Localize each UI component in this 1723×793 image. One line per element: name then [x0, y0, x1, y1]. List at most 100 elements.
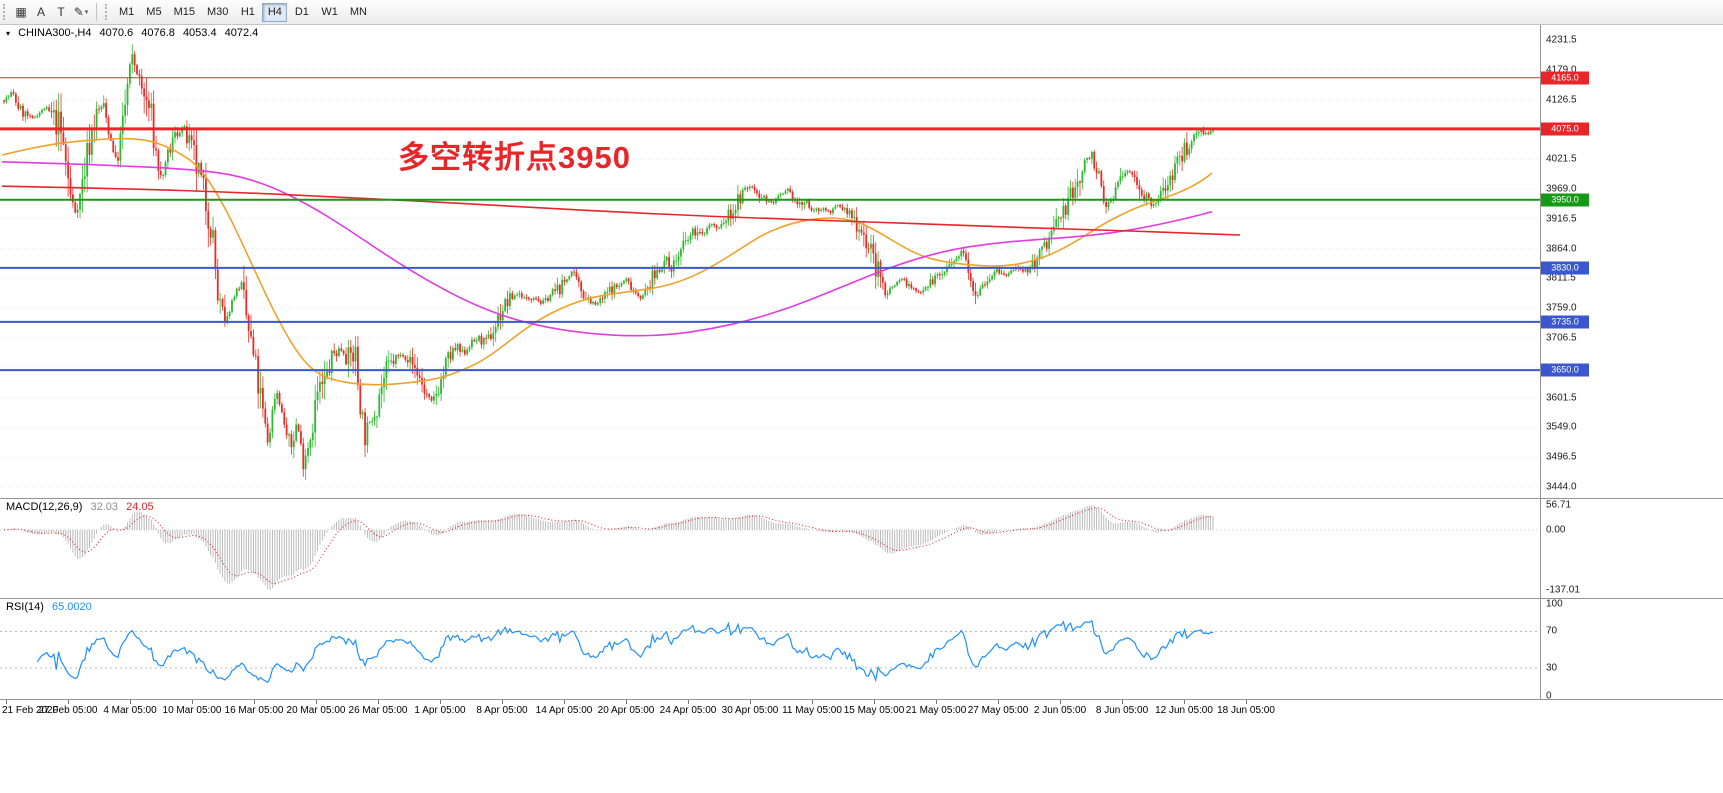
- rsi-axis-label: 70: [1546, 625, 1558, 637]
- timeframe-button-MN[interactable]: MN: [349, 6, 367, 18]
- time-axis-label: 16 Mar 05:00: [224, 705, 284, 716]
- time-axis-tick: [936, 700, 937, 704]
- price-axis-label: 3549.0: [1546, 421, 1577, 433]
- timeframe-button-M1[interactable]: M1: [119, 6, 135, 18]
- time-axis-tick: [812, 700, 813, 704]
- time-axis-label: 27 Feb 05:00: [38, 705, 98, 716]
- time-axis-label: 11 May 05:00: [782, 705, 842, 716]
- time-axis-tick: [1122, 700, 1123, 704]
- macd-label: MACD(12,26,9): [6, 501, 83, 513]
- macd-main-value: 32.03: [90, 501, 119, 513]
- price-axis-label: 3759.0: [1546, 302, 1577, 314]
- time-axis-label: 12 Jun 05:00: [1155, 705, 1213, 716]
- price-axis-label: 3969.0: [1546, 183, 1577, 195]
- time-axis-label: 18 Jun 05:00: [1217, 705, 1275, 716]
- time-axis-label: 15 May 05:00: [843, 705, 905, 716]
- price-level-badge-3650.0: 3650.0: [1541, 363, 1589, 377]
- chart-header: ▾ CHINA300-,H4 4070.6 4076.8 4053.4 4072…: [6, 27, 263, 39]
- price-axis-label: 3601.5: [1546, 392, 1577, 404]
- price-axis-label: 4021.5: [1546, 153, 1577, 165]
- symbol-period-label: CHINA300-,H4: [18, 27, 92, 39]
- medium-ma-line: [1, 161, 1213, 337]
- price-level-badge-4075.0: 4075.0: [1541, 122, 1589, 136]
- toolbar-grip[interactable]: [3, 4, 6, 20]
- price-axis-label: 4231.5: [1546, 34, 1577, 46]
- fast-ma-line: [1, 137, 1213, 386]
- price-level-badge-3735.0: 3735.0: [1541, 315, 1589, 329]
- price-axis-label: 3916.5: [1546, 213, 1577, 225]
- time-axis-label: 26 Mar 05:00: [348, 705, 408, 716]
- macd-axis-label: 56.71: [1546, 499, 1572, 511]
- collapse-triangle-icon[interactable]: ▾: [6, 29, 11, 38]
- text-tool-icon[interactable]: A: [36, 5, 45, 19]
- time-axis-tick: [192, 700, 193, 704]
- time-axis-tick: [316, 700, 317, 704]
- price-axis-label: 3864.0: [1546, 243, 1577, 255]
- price-axis-label: 4126.5: [1546, 94, 1577, 106]
- rsi-plot[interactable]: [0, 599, 1540, 699]
- price-axis[interactable]: 4231.54179.04126.54074.04021.53969.03916…: [1541, 0, 1723, 716]
- time-axis-tick: [998, 700, 999, 704]
- time-axis-label: 21 Feb 2020: [2, 705, 59, 716]
- rsi-indicator-panel[interactable]: RSI(14) 65.0020: [0, 599, 1723, 700]
- timeframe-button-M5[interactable]: M5: [146, 6, 162, 18]
- macd-axis-label: 0.00: [1546, 524, 1566, 536]
- time-axis-label: 21 May 05:00: [905, 705, 967, 716]
- time-axis-tick: [254, 700, 255, 704]
- ohlc-open-value: 4070.6: [99, 27, 134, 39]
- draw-tool-icon[interactable]: ✎ ▾: [73, 5, 89, 19]
- time-axis-tick: [1184, 700, 1185, 704]
- rsi-axis-label: 100: [1546, 598, 1563, 610]
- macd-indicator-panel[interactable]: MACD(12,26,9) 32.03 24.05: [0, 499, 1723, 599]
- rsi-line: [36, 619, 1214, 684]
- price-axis-label: 3811.5: [1546, 272, 1576, 284]
- time-axis-tick: [378, 700, 379, 704]
- time-axis-label: 27 May 05:00: [967, 705, 1029, 716]
- time-axis-tick: [626, 700, 627, 704]
- timeframe-button-H4[interactable]: H4: [262, 2, 288, 22]
- ohlc-low-value: 4053.4: [182, 27, 217, 39]
- timeframes-group: M1 M5 M15 M30 H1 H4 D1 W1 MN: [113, 2, 373, 22]
- time-axis-label: 20 Apr 05:00: [597, 705, 655, 716]
- rsi-value: 65.0020: [51, 601, 92, 613]
- rsi-axis-label: 0: [1546, 690, 1552, 701]
- time-axis-tick: [130, 700, 131, 704]
- chart-grid-icon[interactable]: ▦: [15, 5, 27, 19]
- timeframe-button-M15[interactable]: M15: [173, 6, 195, 18]
- macd-signal-value: 24.05: [126, 501, 154, 513]
- time-axis-tick: [1246, 700, 1247, 704]
- rsi-header: RSI(14) 65.0020: [6, 601, 97, 613]
- candlestick-plot[interactable]: [0, 25, 1540, 498]
- time-axis[interactable]: 21 Feb 2020 27 Feb 05:00 4 Mar 05:00 10 Mar…: [0, 700, 1723, 716]
- ohlc-close-value: 4072.4: [224, 27, 259, 39]
- drawing-tools-group: ▦ A T ✎ ▾: [11, 2, 91, 22]
- time-axis-label: 14 Apr 05:00: [535, 705, 593, 716]
- toolbar-grip[interactable]: [105, 4, 108, 20]
- text-label-tool-icon[interactable]: T: [57, 5, 65, 19]
- price-axis-separator: [1540, 25, 1541, 700]
- price-axis-label: 3706.5: [1546, 332, 1577, 344]
- dropdown-caret-icon: ▾: [84, 9, 89, 16]
- macd-axis-label: -137.01: [1546, 584, 1580, 596]
- macd-signal-line: [3, 507, 1214, 585]
- price-level-badge-3950.0: 3950.0: [1541, 193, 1589, 207]
- timeframe-button-H1[interactable]: H1: [240, 6, 255, 18]
- time-axis-label: 4 Mar 05:00: [103, 705, 157, 716]
- time-axis-label: 20 Mar 05:00: [286, 705, 346, 716]
- time-axis-tick: [1060, 700, 1061, 704]
- time-axis-label: 10 Mar 05:00: [162, 705, 222, 716]
- time-axis-label: 8 Apr 05:00: [476, 705, 528, 716]
- timeframe-button-M30[interactable]: M30: [206, 6, 229, 18]
- main-chart-panel[interactable]: ▾ CHINA300-,H4 4070.6 4076.8 4053.4 4072…: [0, 25, 1723, 499]
- rsi-axis-label: 30: [1546, 662, 1558, 674]
- price-axis-label: 3444.0: [1546, 481, 1577, 493]
- time-axis-label: 2 Jun 05:00: [1033, 705, 1087, 716]
- chart-annotation-text[interactable]: 多空转折点3950: [398, 140, 631, 175]
- price-axis-label: 4179.0: [1546, 64, 1577, 76]
- time-axis-tick: [502, 700, 503, 704]
- timeframe-button-W1[interactable]: W1: [321, 6, 338, 18]
- macd-plot[interactable]: [0, 499, 1540, 598]
- time-axis-tick: [564, 700, 565, 704]
- timeframe-button-D1[interactable]: D1: [294, 6, 309, 18]
- macd-header: MACD(12,26,9) 32.03 24.05: [6, 501, 159, 513]
